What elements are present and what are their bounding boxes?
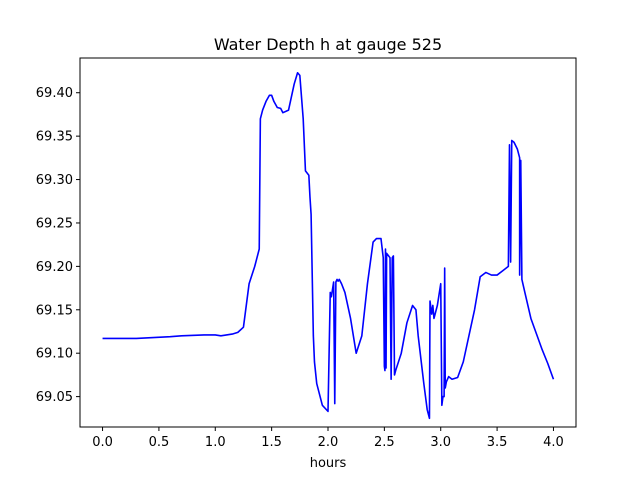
x-tick-label: 3.0 — [430, 435, 451, 450]
x-tick-label: 0.5 — [149, 435, 170, 450]
y-tick-label: 69.15 — [36, 303, 73, 318]
y-tick-label: 69.40 — [36, 86, 73, 101]
x-tick-label: 0.0 — [92, 435, 113, 450]
x-tick-label: 2.0 — [318, 435, 339, 450]
x-tick-label: 3.5 — [487, 435, 508, 450]
series-line — [102, 71, 555, 420]
x-tick-label: 1.0 — [205, 435, 226, 450]
series-layer — [102, 71, 555, 420]
y-tick-label: 69.10 — [36, 347, 73, 362]
x-axis: 0.0 0.5 1.0 1.5 2.0 2.5 3.0 3.5 4.0 — [92, 427, 564, 450]
x-tick-label: 2.5 — [374, 435, 395, 450]
y-tick-label: 69.30 — [36, 173, 73, 188]
y-tick-label: 69.20 — [36, 260, 73, 275]
y-tick-label: 69.25 — [36, 216, 73, 231]
x-tick-label: 4.0 — [543, 435, 564, 450]
x-axis-label: hours — [310, 456, 347, 471]
y-axis: 69.05 69.10 69.15 69.20 69.25 69.30 69.35 69.40 — [36, 86, 80, 405]
y-tick-label: 69.35 — [36, 130, 73, 145]
x-tick-label: 1.5 — [261, 435, 282, 450]
chart-title: Water Depth h at gauge 525 — [214, 35, 442, 54]
y-tick-label: 69.05 — [36, 390, 73, 405]
